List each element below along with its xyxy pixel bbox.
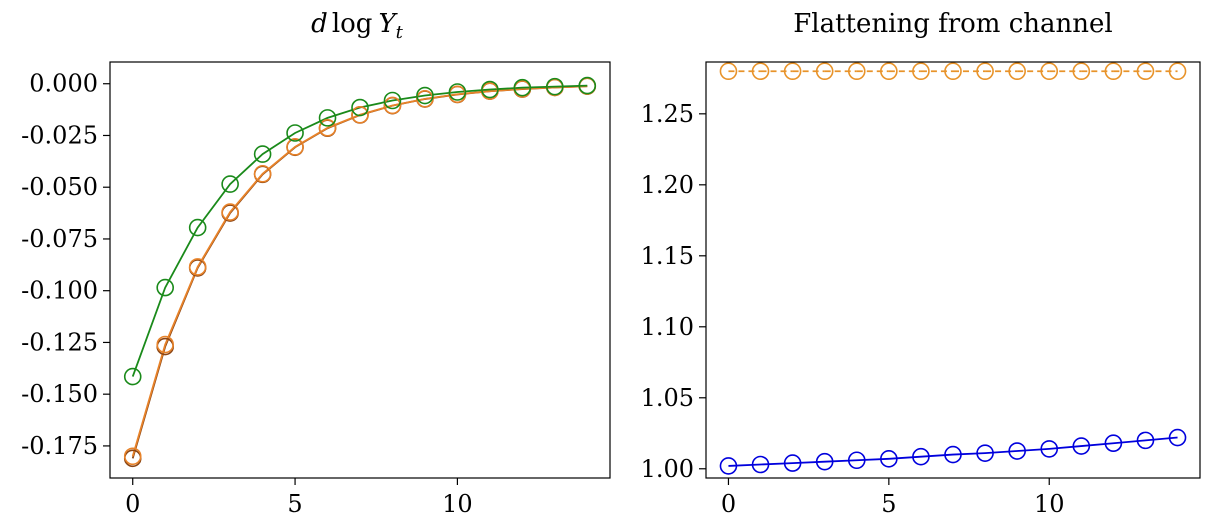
right-y-tick-label: 1.25 (641, 100, 694, 128)
right-series-0-point (751, 62, 770, 81)
left-series-2-point (578, 76, 597, 95)
right-series-0-point (1136, 62, 1155, 81)
left-series-2-point (416, 86, 434, 105)
left-series-2-line (131, 84, 588, 377)
right-y-tick-label: 1.20 (641, 171, 694, 199)
right-series-1-point (1104, 434, 1123, 453)
left-y-tick-label: 0.000 (29, 70, 98, 98)
right-series-1-point (944, 445, 962, 464)
right-series-0-point (1072, 62, 1091, 81)
right-y-tick-label: 1.05 (641, 384, 694, 412)
left-y-tick-label: -0.100 (21, 277, 98, 305)
left-series-1-point (318, 119, 337, 137)
right-series-0-point (1168, 62, 1187, 81)
left-x-tick-label: 0 (125, 490, 140, 518)
right-series-1-point (719, 457, 738, 475)
right-series-0-point (1104, 62, 1123, 81)
right-series-0-point (719, 62, 738, 81)
left-series-1-point (188, 258, 207, 276)
left-series-2-point (448, 83, 467, 101)
left-x-tick-label: 10 (442, 490, 473, 518)
right-y-tick-label: 1.15 (641, 242, 694, 270)
left-y-tick-label: -0.175 (21, 432, 98, 460)
right-series-1-point (1008, 442, 1026, 460)
left-y-tick-label: -0.025 (21, 121, 98, 149)
right-series-0-point (1008, 62, 1026, 81)
right-series-1-point (1168, 428, 1187, 447)
left-series-0-line (131, 85, 588, 459)
left-series-2-point (351, 98, 369, 117)
right-series-1-point (847, 451, 866, 470)
left-chart-panel: d log Yt 0 5 10 0.000 -0.025 -0.050 -0.075 -0.100… (21, 9, 611, 518)
right-x-tick-label: 0 (721, 490, 736, 518)
right-y-tick-label: 1.00 (641, 455, 694, 483)
left-series-2-point (318, 109, 337, 127)
left-chart-title: d log Yt (311, 9, 403, 43)
right-x-tick-label: 5 (881, 490, 896, 518)
right-series-0-point (912, 62, 930, 81)
left-series-2-point (286, 124, 304, 142)
right-series-1-point (1040, 440, 1059, 458)
right-series-0-point (847, 62, 866, 81)
left-series-1-point (383, 96, 402, 115)
right-series-1-point (912, 447, 930, 466)
left-series-2-point (481, 80, 499, 99)
left-series-2-point (253, 145, 272, 163)
right-series-0-point (976, 62, 994, 81)
right-series-1-point (751, 455, 770, 474)
right-series-1-point (1136, 431, 1155, 450)
left-series-2-point (188, 218, 207, 237)
left-series-1-point (286, 138, 304, 156)
right-series-1-point (815, 452, 834, 471)
right-series-0-point (944, 62, 962, 81)
right-series-0-point (815, 62, 834, 81)
left-series-1-point (123, 447, 142, 466)
left-x-tick-label: 5 (287, 490, 302, 518)
left-y-tick-label: -0.125 (21, 328, 98, 356)
right-series-1-point (1072, 437, 1091, 455)
right-series-0-point (783, 62, 802, 81)
right-series-1-point (976, 444, 994, 462)
left-series-1-line (131, 85, 588, 457)
left-y-tick-label: -0.050 (21, 173, 98, 201)
left-series-2-point (123, 367, 142, 386)
right-chart-frame (705, 61, 1201, 479)
left-series-1-point (156, 335, 174, 354)
right-series-1-point (783, 454, 802, 472)
left-y-tick-label: -0.150 (21, 380, 98, 408)
left-series-2-point (546, 77, 564, 96)
left-series-1-point (253, 164, 272, 183)
right-chart-panel: Flattening from channel 0 5 10 1.00 1.05 1.10… (641, 9, 1201, 518)
left-series-2-point (156, 278, 174, 297)
right-y-tick-label: 1.10 (641, 313, 694, 341)
left-series-1-point (351, 105, 369, 124)
right-chart-title: Flattening from channel (793, 9, 1112, 39)
right-series-1-line (728, 436, 1178, 467)
left-series-2-point (383, 91, 402, 110)
right-x-tick-label: 10 (1034, 490, 1065, 518)
left-series-2-point (513, 78, 532, 97)
left-series-1-point (221, 203, 239, 221)
left-series-2-point (221, 175, 239, 193)
left-chart-frame (109, 61, 611, 479)
right-series-1-point (880, 450, 898, 468)
right-series-0-point (1040, 62, 1059, 81)
left-y-tick-label: -0.075 (21, 225, 98, 253)
right-series-0-point (880, 62, 898, 81)
